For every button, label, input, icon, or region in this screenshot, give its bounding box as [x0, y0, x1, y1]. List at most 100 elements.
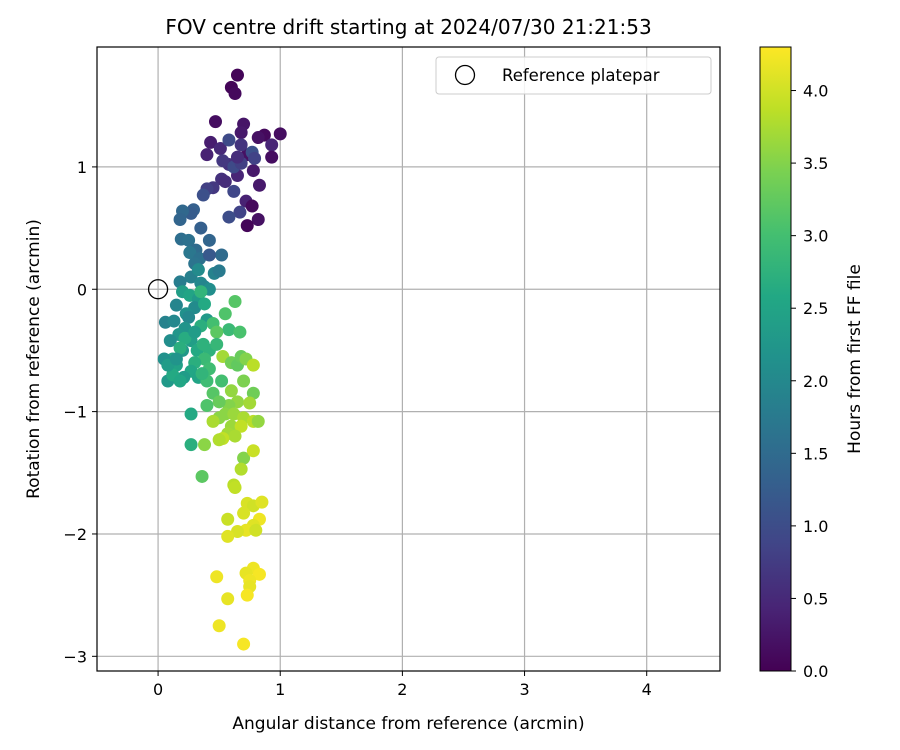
colorbar-tick-label: 1.0 [803, 517, 828, 536]
x-tick-label: 3 [519, 680, 529, 699]
data-point [252, 567, 266, 581]
data-point [206, 414, 220, 428]
data-point [234, 462, 248, 476]
data-point [237, 451, 251, 465]
data-point [163, 334, 177, 348]
data-point [196, 337, 210, 351]
data-point [224, 384, 238, 398]
data-point [216, 154, 230, 168]
data-point [197, 352, 211, 366]
data-point [215, 374, 229, 388]
data-point [184, 438, 198, 452]
data-point [208, 115, 222, 129]
legend-marker-icon [454, 64, 476, 86]
data-point [222, 210, 236, 224]
colorbar-tick-label: 4.0 [803, 82, 828, 101]
colorbar-tick-label: 1.5 [803, 444, 828, 463]
data-point [197, 438, 211, 452]
colorbar-gradient [759, 46, 792, 672]
y-tick-label: −3 [63, 647, 87, 666]
colorbar-tick-label: 0.5 [803, 589, 828, 608]
data-point [183, 246, 197, 260]
data-point [230, 150, 244, 164]
data-point [182, 310, 196, 324]
data-point [195, 367, 209, 381]
data-point [167, 314, 181, 328]
data-point [218, 307, 232, 321]
colorbar-label: Hours from first FF file [845, 264, 865, 454]
data-point [246, 386, 260, 400]
data-point [212, 619, 226, 633]
data-point [197, 297, 211, 311]
data-point [221, 512, 235, 526]
data-point [169, 298, 183, 312]
data-point [230, 68, 244, 82]
data-point [173, 341, 187, 355]
data-point [273, 127, 287, 141]
data-point [228, 429, 242, 443]
data-point [251, 414, 265, 428]
data-point [227, 407, 241, 421]
x-tick-label: 0 [153, 680, 163, 699]
data-point [237, 506, 251, 520]
data-point [213, 142, 227, 156]
data-point [240, 219, 254, 233]
data-point [265, 150, 279, 164]
data-point [234, 419, 248, 433]
data-point [210, 325, 224, 339]
data-point [228, 480, 242, 494]
data-point [196, 188, 210, 202]
data-point [237, 374, 251, 388]
points-layer [157, 68, 287, 651]
data-point [249, 523, 263, 537]
data-point [212, 395, 226, 409]
x-tick-label: 1 [275, 680, 285, 699]
y-tick-label: 1 [77, 158, 87, 177]
data-point [255, 495, 269, 509]
chart-title: FOV centre drift starting at 2024/07/30 … [165, 15, 651, 39]
data-point [184, 407, 198, 421]
data-point [212, 264, 226, 278]
data-point [200, 398, 214, 412]
data-point [230, 525, 244, 539]
data-point [243, 396, 257, 410]
data-point [202, 248, 216, 262]
data-point [194, 221, 208, 235]
data-point [228, 294, 242, 308]
data-point [246, 164, 260, 178]
legend-box [435, 56, 712, 95]
data-point [194, 285, 208, 299]
data-point [191, 263, 205, 277]
x-tick-label: 2 [397, 680, 407, 699]
data-point [252, 178, 266, 192]
data-point [233, 325, 247, 339]
x-axis: 0 1 2 3 4 [153, 671, 652, 699]
data-point [222, 323, 236, 337]
data-point [246, 358, 260, 372]
plot-frame [96, 46, 721, 672]
data-point [233, 205, 247, 219]
data-point [240, 588, 254, 602]
y-axis: −3 −2 −1 0 1 [63, 158, 97, 666]
data-point [188, 325, 202, 339]
colorbar-tick-label: 0.0 [803, 662, 828, 681]
data-point [246, 444, 260, 458]
data-point [195, 469, 209, 483]
y-tick-label: −2 [63, 525, 87, 544]
data-point [204, 135, 218, 149]
data-point [210, 337, 224, 351]
y-tick-label: 0 [77, 280, 87, 299]
colorbar-ticks: 0.0 0.5 1.0 1.5 2.0 2.5 3.0 3.5 4.0 [791, 82, 828, 681]
data-point [222, 133, 236, 147]
data-point [265, 138, 279, 152]
x-tick-label: 4 [642, 680, 652, 699]
data-point [221, 529, 235, 543]
data-point [173, 275, 187, 289]
colorbar-tick-label: 3.5 [803, 154, 828, 173]
legend-label: Reference platepar [502, 66, 660, 85]
data-point [248, 151, 262, 165]
colorbar: 0.0 0.5 1.0 1.5 2.0 2.5 3.0 3.5 4.0 Hours from f… [759, 46, 865, 681]
y-axis-label: Rotation from reference (arcmin) [24, 219, 44, 499]
data-point [228, 86, 242, 100]
data-point [227, 184, 241, 198]
